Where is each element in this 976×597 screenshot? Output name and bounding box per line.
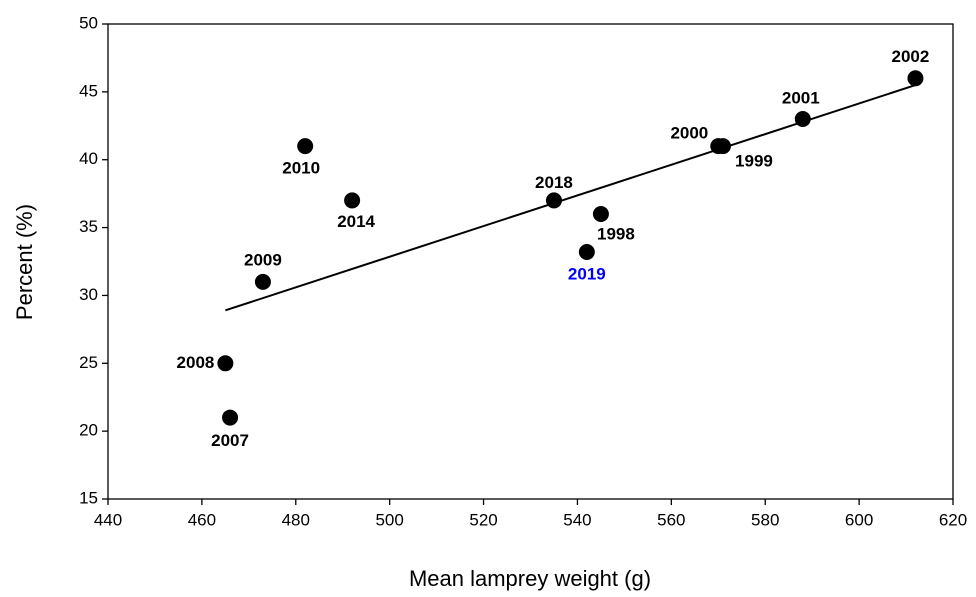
x-tick-label: 620 [939,510,967,529]
point-label: 2007 [211,431,249,450]
x-tick-label: 500 [375,510,403,529]
x-tick-label: 560 [657,510,685,529]
point-label: 2014 [337,212,375,231]
point-label: 2000 [670,124,708,143]
y-axis-title: Percent (%) [12,204,37,320]
point [592,206,609,222]
point-label: 2010 [282,159,320,178]
x-tick-label: 440 [94,510,122,529]
point-label: 2002 [892,47,930,66]
x-tick-label: 580 [751,510,779,529]
point-label: 1999 [735,152,773,171]
y-tick-label: 25 [79,353,98,372]
point-label: 2008 [177,353,215,372]
point [217,355,234,372]
x-tick-label: 540 [563,510,591,529]
point [714,138,731,155]
x-tick-label: 600 [845,510,873,529]
y-tick-label: 45 [79,81,98,100]
point [794,111,811,127]
y-tick-label: 30 [79,285,98,304]
point [907,70,924,87]
x-axis-title: Mean lamprey weight (g) [409,566,651,591]
y-tick-label: 15 [79,488,98,507]
point-label: 2018 [535,173,573,192]
point [297,138,314,155]
y-tick-label: 20 [79,421,98,440]
point [578,244,595,260]
x-tick-label: 520 [469,510,497,529]
y-tick-label: 35 [79,217,98,236]
y-tick-label: 40 [79,149,98,168]
point-label: 2019 [568,264,606,283]
x-tick-label: 480 [282,510,310,529]
plot-frame [107,23,954,500]
point [344,192,361,209]
point [254,273,271,290]
point-label: 2009 [244,250,282,269]
point-label: 1998 [597,224,635,243]
x-tick-label: 460 [188,510,216,529]
point [222,409,239,426]
point [545,192,562,209]
y-tick-label: 50 [79,13,98,32]
point-label: 2001 [782,88,820,107]
